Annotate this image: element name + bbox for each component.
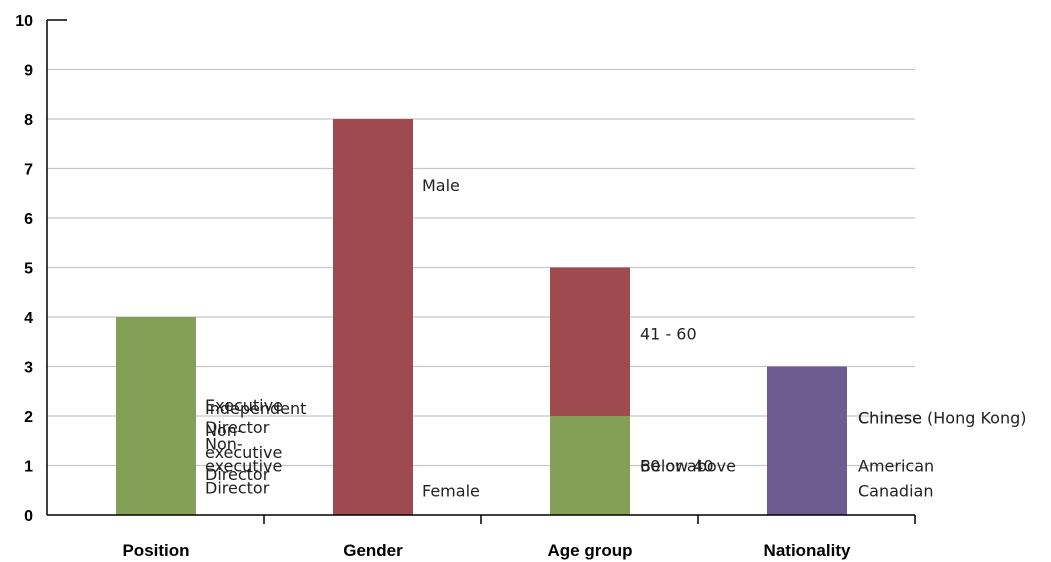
y-tick-label: 8: [24, 112, 33, 129]
axes: [46, 19, 916, 524]
segment-label: 60 or above: [640, 457, 736, 476]
segment-label: 41 - 60: [640, 325, 697, 344]
y-tick-label: 7: [24, 162, 33, 179]
segment-label: Chinese: [858, 409, 922, 428]
segment-label: Female: [422, 481, 480, 500]
segment-label: Canadian: [858, 481, 933, 500]
segment-label: Below 40: [640, 457, 714, 476]
y-tick-label: 10: [15, 13, 33, 30]
segment-label: American: [858, 457, 934, 476]
segment-label: Independent Non-executive Director: [205, 399, 306, 484]
y-tick-label: 1: [24, 459, 33, 476]
bar-segment: [116, 317, 196, 515]
y-tick-label: 5: [24, 261, 33, 278]
x-tick-label: Age group: [548, 541, 633, 560]
y-tick-label: 0: [24, 508, 33, 525]
segment-label: Male: [422, 176, 460, 195]
segment-label: Executive Director: [205, 396, 283, 437]
x-tick-label: Position: [122, 541, 189, 560]
bars: [116, 119, 847, 515]
x-tick-label: Gender: [343, 541, 403, 560]
bar-segment: [767, 366, 847, 515]
y-tick-label: 4: [24, 310, 33, 327]
bar-segment: [333, 119, 413, 515]
x-tick-labels: Position Gender Age group Nationality: [122, 541, 851, 560]
x-tick-label: Nationality: [764, 541, 851, 560]
y-tick-labels: 0 1 2 3 4 5 6 7 8 9 10: [15, 13, 33, 525]
segment-labels: Independent Non-executive DirectorNon-exec…: [205, 176, 1026, 500]
y-tick-label: 9: [24, 63, 33, 80]
segment-label: Chinese (Hong Kong): [858, 409, 1026, 428]
bar-segment: [550, 416, 630, 515]
y-tick-label: 6: [24, 211, 33, 228]
segment-label: Non-executive Director: [205, 435, 282, 498]
y-tick-label: 2: [24, 409, 33, 426]
y-tick-label: 3: [24, 360, 33, 377]
